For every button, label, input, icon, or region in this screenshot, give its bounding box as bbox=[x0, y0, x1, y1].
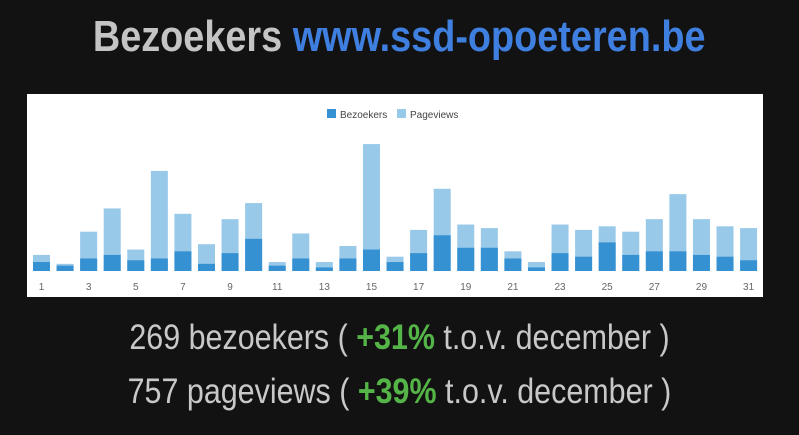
x-tick-label: 13 bbox=[319, 282, 331, 293]
visitors-stat: 269 bezoekers ( +31% t.o.v. december ) bbox=[0, 318, 799, 358]
pageviews-comparison: t.o.v. december ) bbox=[445, 372, 672, 411]
legend-swatch-bezoekers bbox=[327, 109, 336, 118]
bar-bezoekers bbox=[433, 235, 451, 271]
x-tick-label: 29 bbox=[696, 282, 708, 293]
page-title: Bezoekers www.ssd-opoeteren.be bbox=[0, 12, 799, 62]
bar-bezoekers bbox=[56, 265, 74, 271]
bar-bezoekers bbox=[80, 258, 98, 271]
legend-label-pageviews: Pageviews bbox=[410, 110, 458, 121]
bar-pageviews bbox=[315, 262, 333, 271]
x-tick-label: 17 bbox=[413, 282, 425, 293]
legend-swatch-pageviews bbox=[397, 109, 406, 118]
bar-bezoekers bbox=[292, 258, 310, 271]
bar-bezoekers bbox=[551, 253, 569, 271]
x-tick-label: 7 bbox=[180, 282, 186, 293]
x-tick-label: 27 bbox=[649, 282, 661, 293]
x-tick-label: 9 bbox=[227, 282, 233, 293]
bar-bezoekers bbox=[575, 256, 593, 271]
bar-bezoekers bbox=[692, 254, 710, 271]
bar-bezoekers bbox=[268, 265, 286, 271]
x-tick-label: 31 bbox=[743, 282, 755, 293]
pageviews-change: +39% bbox=[357, 372, 437, 411]
visitors-comparison: t.o.v. december ) bbox=[443, 318, 670, 357]
x-tick-label: 5 bbox=[133, 282, 139, 293]
bar-bezoekers bbox=[504, 258, 522, 271]
bar-pageviews bbox=[527, 262, 545, 271]
x-tick-label: 19 bbox=[460, 282, 472, 293]
visitors-chart: Bezoekers Pageviews 1 3 5 7 9 11 13 15 17 19 21 23 25 2… bbox=[27, 94, 763, 297]
visitors-count: 269 bezoekers ( bbox=[129, 318, 348, 357]
bar-bezoekers bbox=[150, 258, 168, 271]
bar-pageviews bbox=[150, 170, 168, 271]
x-tick-label: 25 bbox=[602, 282, 614, 293]
pageviews-count: 757 pageviews ( bbox=[127, 372, 350, 411]
bar-bezoekers bbox=[174, 251, 192, 271]
bar-bezoekers bbox=[315, 267, 333, 271]
bar-bezoekers bbox=[480, 247, 498, 271]
bar-bezoekers bbox=[669, 251, 687, 271]
bar-bezoekers bbox=[339, 258, 357, 271]
bar-bezoekers bbox=[716, 256, 734, 271]
x-tick-label: 11 bbox=[272, 282, 283, 293]
title-label: Bezoekers bbox=[93, 12, 283, 61]
bar-bezoekers bbox=[33, 262, 50, 271]
bar-bezoekers bbox=[386, 262, 404, 271]
bar-bezoekers bbox=[362, 249, 380, 271]
bar-bezoekers bbox=[457, 247, 475, 271]
bar-bezoekers bbox=[645, 251, 663, 271]
x-tick-label: 1 bbox=[39, 282, 45, 293]
bar-bezoekers bbox=[127, 260, 145, 271]
bar-bezoekers bbox=[527, 267, 545, 271]
x-tick-label: 3 bbox=[86, 282, 92, 293]
x-tick-label: 23 bbox=[554, 282, 566, 293]
x-tick-label: 15 bbox=[366, 282, 378, 293]
bar-bezoekers bbox=[740, 260, 758, 271]
bar-bezoekers bbox=[245, 238, 263, 271]
bar-bezoekers bbox=[622, 254, 640, 271]
bar-bezoekers bbox=[197, 263, 215, 271]
bar-bezoekers bbox=[103, 254, 121, 271]
pageviews-stat: 757 pageviews ( +39% t.o.v. december ) bbox=[0, 372, 799, 412]
legend-label-bezoekers: Bezoekers bbox=[340, 110, 387, 121]
bar-pageviews bbox=[362, 144, 380, 271]
visitors-change: +31% bbox=[356, 318, 435, 357]
bar-bezoekers bbox=[221, 253, 239, 271]
site-link[interactable]: www.ssd-opoeteren.be bbox=[293, 12, 706, 61]
bar-bezoekers bbox=[598, 242, 616, 271]
bar-bezoekers bbox=[410, 253, 428, 271]
x-tick-label: 21 bbox=[507, 282, 519, 293]
